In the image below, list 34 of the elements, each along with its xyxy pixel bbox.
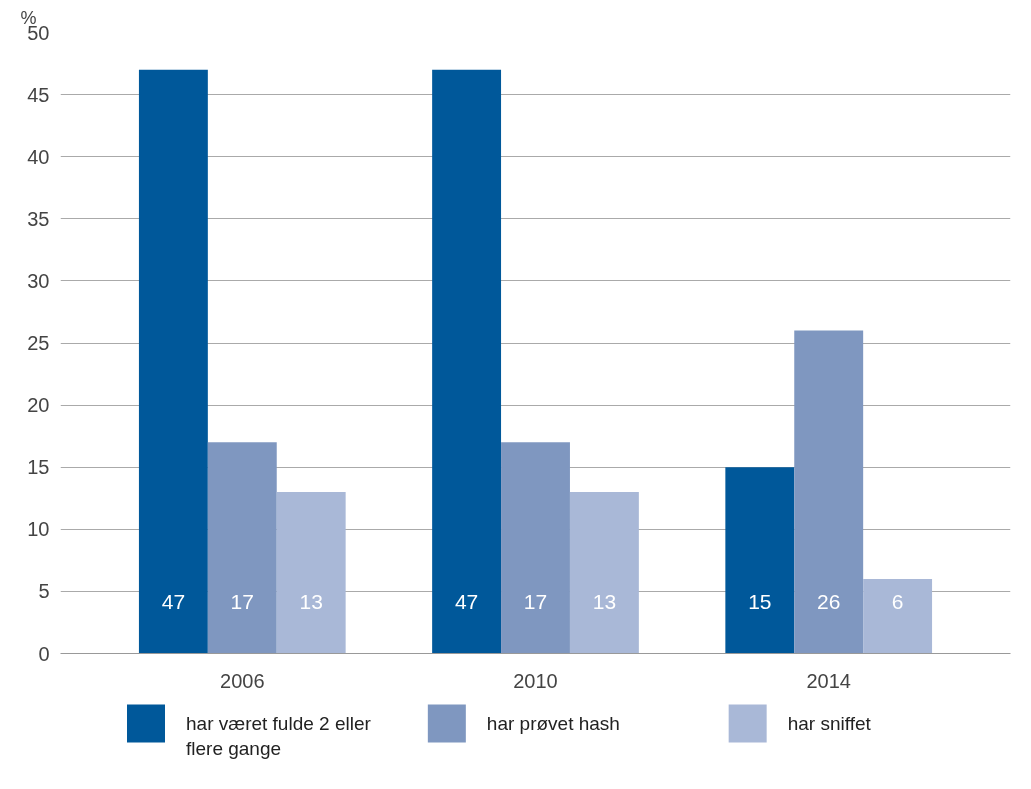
x-tick-label: 2006 [220,669,265,692]
legend-label: har været fulde 2 eller flere gange [186,712,372,759]
data-label: 47 [161,589,186,613]
data-label: 15 [748,589,772,613]
y-tick-label: 40 [27,145,50,168]
bar [138,69,208,654]
data-label: 17 [230,589,254,613]
bar [863,578,933,654]
legend-label: har prøvet hash [486,712,620,734]
data-label: 13 [592,589,617,613]
bar [276,492,346,654]
data-label: 47 [454,589,479,613]
data-label: 6 [891,589,904,613]
y-tick-label: 10 [27,518,50,541]
y-tick-label: 30 [27,269,50,292]
y-tick-label: 35 [27,207,50,230]
bar [569,492,639,654]
y-tick-label: 20 [27,394,50,417]
y-tick-label: 5 [38,580,50,603]
y-tick-label: 15 [27,456,50,479]
bar [207,442,277,654]
data-label: 26 [817,589,841,613]
data-label: 13 [299,589,323,613]
bar [432,69,502,654]
bar [725,467,795,654]
y-tick-label: 45 [27,83,50,106]
x-tick-label: 2010 [513,669,558,692]
y-tick-label: 0 [38,642,50,665]
y-tick-label: 25 [27,332,50,354]
legend-label: har sniffet [787,712,872,734]
data-label: 17 [523,589,548,613]
bar [501,442,570,654]
bar [794,330,864,654]
x-tick-label: 2014 [806,669,851,692]
